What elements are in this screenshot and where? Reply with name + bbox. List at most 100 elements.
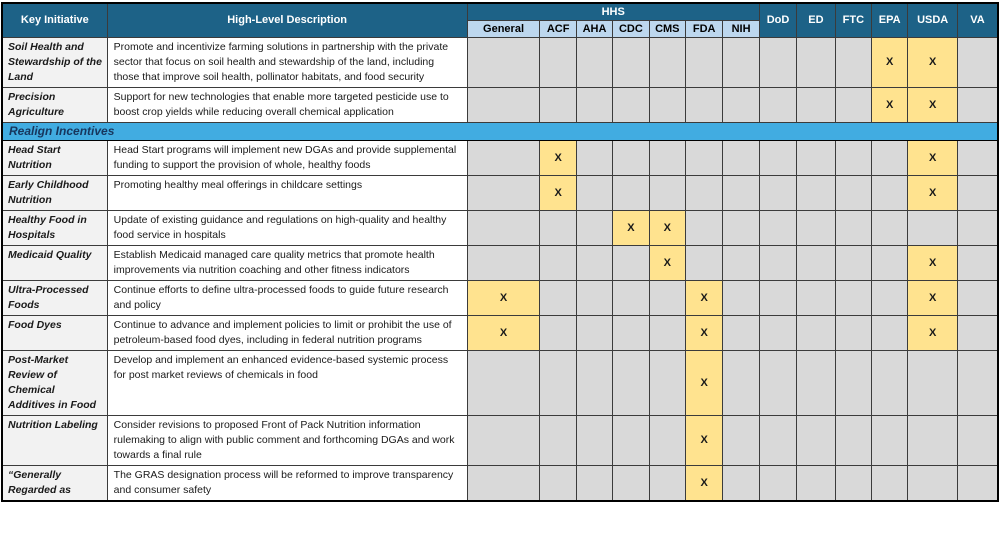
agency-cell-usda	[907, 464, 958, 501]
description-cell: Establish Medicaid managed care quality …	[106, 244, 468, 281]
agency-cell-cms	[648, 464, 686, 501]
agency-cell-cdc	[612, 314, 650, 351]
agency-cell-ed	[796, 314, 836, 351]
table-row: Head Start Nutrition Head Start programs …	[1, 139, 999, 176]
section-row: Realign Incentives	[1, 121, 999, 141]
agency-cell-nih	[722, 244, 760, 281]
agency-cell-nih	[722, 209, 760, 246]
agency-cell-cdc	[612, 414, 650, 466]
agency-cell-fda	[684, 209, 724, 246]
agency-cell-aha	[575, 279, 614, 316]
column-header-nih: NIH	[722, 19, 760, 38]
agency-cell-acf	[539, 279, 577, 316]
agency-cell-ed	[796, 174, 836, 211]
agency-cell-aha	[575, 464, 614, 501]
agency-cell-acf	[539, 86, 577, 123]
agency-cell-aha	[575, 86, 614, 123]
table-row: Food Dyes Continue to advance and impleme…	[1, 314, 999, 351]
mark-cell-general: X	[466, 279, 541, 316]
agency-cell-general	[466, 244, 541, 281]
table-row: Medicaid Quality Establish Medicaid manag…	[1, 244, 999, 281]
agency-cell-acf	[539, 244, 577, 281]
agency-cell-epa	[871, 314, 909, 351]
agency-cell-dod	[758, 86, 798, 123]
agency-cell-ed	[796, 279, 836, 316]
agency-cell-va	[956, 86, 999, 123]
agency-cell-dod	[758, 174, 798, 211]
agency-cell-dod	[758, 139, 798, 176]
description-cell: Head Start programs will implement new D…	[106, 139, 468, 176]
initiative-cell: Soil Health and Stewardship of the Land	[1, 36, 108, 88]
mark-cell-fda: X	[684, 464, 724, 501]
column-header-cdc: CDC	[612, 19, 650, 38]
table-body: Soil Health and Stewardship of the Land P…	[1, 36, 999, 501]
agency-cell-epa	[871, 209, 909, 246]
mark-cell-acf: X	[539, 139, 577, 176]
mark-cell-usda: X	[907, 139, 958, 176]
agency-cell-general	[466, 349, 541, 416]
initiative-cell: Ultra-Processed Foods	[1, 279, 108, 316]
agency-cell-ftc	[834, 139, 873, 176]
header-row-hhs-sub: General ACF AHA CDC CMS FDA NIH	[2, 19, 998, 38]
agency-cell-va	[956, 139, 999, 176]
agency-cell-ed	[796, 139, 836, 176]
agency-cell-dod	[758, 36, 798, 88]
agency-cell-nih	[722, 86, 760, 123]
mark-cell-epa: X	[871, 36, 909, 88]
initiative-cell: Nutrition Labeling	[1, 414, 108, 466]
agency-cell-ftc	[834, 464, 873, 501]
agency-cell-va	[956, 464, 999, 501]
agency-cell-acf	[539, 349, 577, 416]
mark-cell-usda: X	[907, 36, 958, 88]
agency-cell-epa	[871, 414, 909, 466]
mark-cell-usda: X	[907, 279, 958, 316]
agency-cell-va	[956, 174, 999, 211]
agency-cell-va	[956, 279, 999, 316]
agency-cell-dod	[758, 314, 798, 351]
column-header-general: General	[466, 19, 541, 38]
mark-cell-fda: X	[684, 314, 724, 351]
table-row: Soil Health and Stewardship of the Land P…	[1, 36, 999, 88]
agency-cell-ftc	[834, 314, 873, 351]
agency-cell-dod	[758, 414, 798, 466]
agency-cell-aha	[575, 349, 614, 416]
column-header-key-initiative: Key Initiative	[1, 2, 108, 38]
initiative-cell: Medicaid Quality	[1, 244, 108, 281]
description-cell: Support for new technologies that enable…	[106, 86, 468, 123]
agency-cell-cms	[648, 414, 686, 466]
agency-cell-dod	[758, 279, 798, 316]
description-cell: Update of existing guidance and regulati…	[106, 209, 468, 246]
description-cell: Develop and implement an enhanced eviden…	[106, 349, 468, 416]
agency-cell-acf	[539, 209, 577, 246]
agency-cell-ed	[796, 464, 836, 501]
agency-cell-cms	[648, 36, 686, 88]
agency-cell-va	[956, 244, 999, 281]
mark-cell-usda: X	[907, 314, 958, 351]
agency-cell-nih	[722, 414, 760, 466]
agency-cell-fda	[684, 244, 724, 281]
description-cell: Promote and incentivize farming solution…	[106, 36, 468, 88]
mark-cell-epa: X	[871, 86, 909, 123]
section-label: Realign Incentives	[1, 121, 999, 141]
description-cell: Continue efforts to define ultra-process…	[106, 279, 468, 316]
agency-cell-nih	[722, 349, 760, 416]
column-group-hhs: HHS	[466, 2, 760, 21]
table-row: Nutrition Labeling Consider revisions to …	[1, 414, 999, 466]
initiative-cell: Healthy Food in Hospitals	[1, 209, 108, 246]
header-row-top: Key Initiative High-Level Description HH…	[1, 2, 999, 38]
description-cell: Consider revisions to proposed Front of …	[106, 414, 468, 466]
agency-cell-nih	[722, 174, 760, 211]
agency-cell-ftc	[834, 279, 873, 316]
mark-cell-fda: X	[684, 414, 724, 466]
agency-cell-fda	[684, 36, 724, 88]
agency-cell-usda	[907, 349, 958, 416]
agency-cell-va	[956, 349, 999, 416]
agency-cell-general	[466, 174, 541, 211]
agency-cell-va	[956, 314, 999, 351]
initiative-cell: “Generally Regarded as	[1, 464, 108, 501]
table-row: Healthy Food in Hospitals Update of exist…	[1, 209, 999, 246]
mark-cell-general: X	[466, 314, 541, 351]
agency-cell-cdc	[612, 36, 650, 88]
agency-cell-ftc	[834, 244, 873, 281]
